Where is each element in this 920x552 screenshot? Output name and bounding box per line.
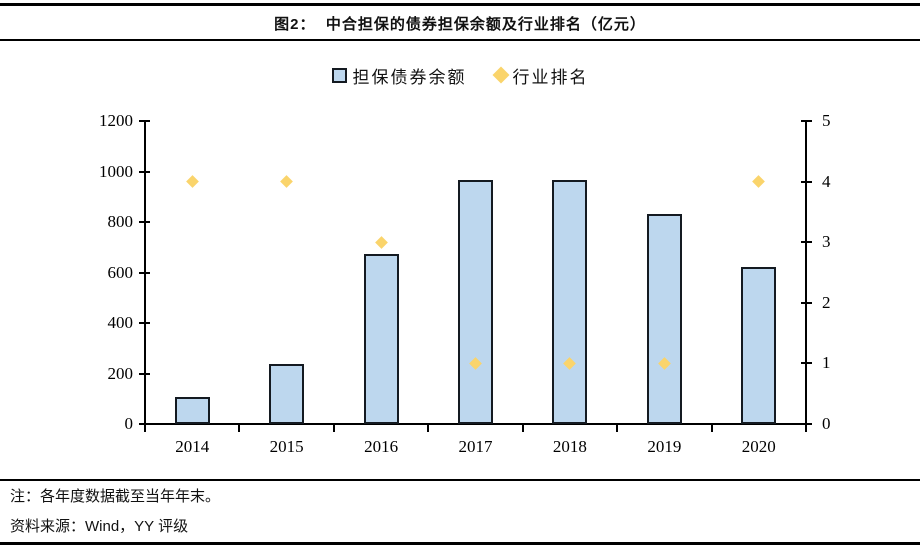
y-axis-left-label: 0 <box>124 414 134 433</box>
rank-point-2014 <box>185 175 199 188</box>
rank-point-2020 <box>752 175 766 188</box>
x-axis-tick <box>710 424 713 432</box>
bar-2019 <box>646 214 682 424</box>
x-axis-tick <box>521 424 524 432</box>
y-axis-left-label: 400 <box>107 313 134 332</box>
legend-item-1: 行业排名 <box>492 63 589 88</box>
x-axis-label-2017: 2017 <box>458 437 493 456</box>
y-axis-right-tick <box>801 362 812 365</box>
x-axis-tick <box>144 424 146 432</box>
y-axis-right-tick <box>801 180 812 183</box>
y-axis-left-tick <box>139 170 150 173</box>
x-axis-tick <box>427 424 430 432</box>
bar-2018 <box>552 180 588 424</box>
x-axis-label-2016: 2016 <box>364 437 399 456</box>
x-axis-label-2018: 2018 <box>552 437 587 456</box>
bottom-border-rule <box>0 542 920 545</box>
legend-label: 行业排名 <box>512 67 589 87</box>
y-axis-right-tick <box>801 120 812 122</box>
rank-point-2016 <box>374 235 388 249</box>
x-axis-label-2019: 2019 <box>647 437 682 456</box>
source-text: 资料来源：Wind，YY 评级 <box>10 518 189 535</box>
x-axis-tick <box>616 424 619 432</box>
y-axis-left-tick <box>139 221 150 223</box>
y-axis-left-tick <box>139 372 150 375</box>
legend-item-0: 担保债券余额 <box>331 63 467 88</box>
bar-series-swatch-icon <box>331 67 347 83</box>
x-axis-label-2020: 2020 <box>741 437 776 456</box>
y-axis-right-label: 4 <box>822 171 831 191</box>
bar-2016 <box>363 254 399 424</box>
y-axis-right-label: 2 <box>822 292 831 312</box>
note-text: 注：各年度数据截至当年年末。 <box>10 488 221 505</box>
x-axis-label-2015: 2015 <box>269 437 304 456</box>
x-axis-tick <box>805 424 807 432</box>
y-axis-left-label: 1200 <box>99 111 133 130</box>
y-axis-right-label: 5 <box>822 111 831 130</box>
y-axis-left-label: 200 <box>107 363 134 383</box>
bar-2015 <box>269 363 305 424</box>
notes-divider-rule <box>0 479 920 481</box>
y-axis-left-label: 1000 <box>99 161 133 181</box>
bar-2017 <box>458 180 493 424</box>
y-axis-right <box>805 120 807 425</box>
y-axis-right-tick <box>801 301 812 304</box>
title-divider-rule <box>0 39 920 41</box>
y-axis-right-label: 0 <box>822 414 831 433</box>
y-axis-left-tick <box>139 120 150 122</box>
y-axis-left-tick <box>139 322 150 324</box>
bar-2014 <box>174 397 210 424</box>
y-axis-left-label: 800 <box>107 212 134 231</box>
x-axis-tick <box>332 424 335 432</box>
top-border-rule <box>0 3 920 6</box>
chart-legend: 担保债券余额 行业排名 <box>0 63 920 87</box>
x-axis <box>144 423 807 425</box>
y-axis-left-label: 600 <box>107 262 134 282</box>
y-axis-right-label: 1 <box>822 353 831 373</box>
rank-point-2015 <box>280 175 294 188</box>
y-axis-left-tick <box>139 271 150 274</box>
x-axis-label-2014: 2014 <box>175 437 210 456</box>
legend-label: 担保债券余额 <box>352 67 467 87</box>
y-axis-right-label: 3 <box>822 232 831 252</box>
figure-title: 图2： 中合担保的债券担保余额及行业排名（亿元） <box>274 16 646 33</box>
bar-2020 <box>741 267 777 424</box>
x-axis-tick <box>238 424 241 432</box>
y-axis-right-tick <box>801 241 812 244</box>
